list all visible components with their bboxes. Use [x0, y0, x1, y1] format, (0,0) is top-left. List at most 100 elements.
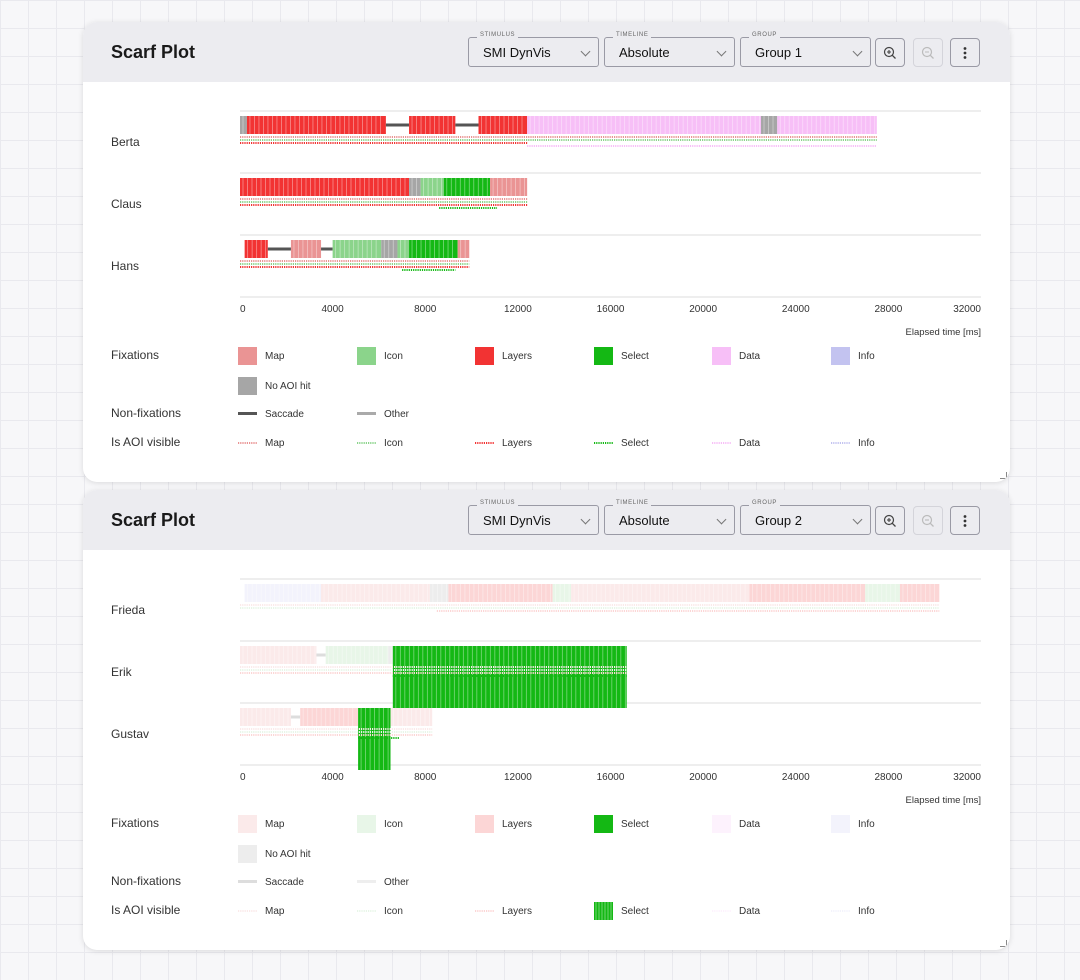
- legend-item-label: Select: [621, 438, 649, 449]
- resize-handle-icon[interactable]: [1000, 472, 1007, 479]
- segment-texture: [779, 116, 876, 134]
- group-select[interactable]: GROUP Group 1: [740, 32, 871, 67]
- segment-icon: [325, 646, 389, 664]
- segment-select: [443, 178, 491, 196]
- segment-texture: [383, 240, 394, 258]
- segment-layers: [409, 116, 456, 134]
- group-select-caption: GROUP: [749, 500, 781, 506]
- x-tick-label: 8000: [414, 304, 437, 315]
- x-axis-label: Elapsed time [ms]: [906, 327, 982, 338]
- scarf-chart: Berta Claus Hans 0 4000 8000 12000 16000 20000 24…: [111, 110, 982, 449]
- segment-texture: [335, 240, 377, 258]
- panel-title: Scarf Plot: [111, 42, 196, 62]
- legend-item-label: Info: [858, 438, 875, 449]
- segment-layers: [478, 116, 528, 134]
- segment-texture: [492, 178, 525, 196]
- zoom-out-button[interactable]: [913, 38, 943, 67]
- segment-icon: [332, 240, 382, 258]
- legend-visibility-label: Is AOI visible: [111, 435, 181, 449]
- segment-info: [244, 584, 322, 602]
- participant-label: Frieda: [111, 603, 145, 617]
- legend-nonfixations-label: Non-fixations: [111, 406, 181, 420]
- legend-item-label: Layers: [502, 438, 532, 449]
- panel-header: Scarf Plot STIMULUS SMI DynVis TIMELINE …: [83, 490, 1010, 550]
- segment-data: [527, 116, 762, 134]
- segment-texture: [460, 240, 466, 258]
- timeline-select-value: Absolute: [619, 513, 670, 528]
- segment-texture: [249, 116, 381, 134]
- legend-item-label: Layers: [502, 351, 532, 362]
- segment-no-aoi-hit: [388, 646, 393, 664]
- segment-map: [240, 708, 291, 726]
- segment-texture: [302, 708, 354, 726]
- segment-icon: [865, 584, 900, 602]
- legend-item-label: Info: [858, 906, 875, 917]
- segment-map: [571, 584, 750, 602]
- segment-texture: [481, 116, 523, 134]
- segment-map: [390, 708, 433, 726]
- legend-swatch: [594, 815, 613, 833]
- scarf-plot-panel: Scarf Plot STIMULUS SMI DynVis TIMELINE …: [83, 490, 1010, 950]
- segment-texture: [411, 178, 417, 196]
- more-menu-button[interactable]: [950, 506, 980, 535]
- stimulus-select-value: SMI DynVis: [483, 513, 551, 528]
- timeline-select[interactable]: TIMELINE Absolute: [604, 500, 735, 535]
- segment-layers: [246, 116, 386, 134]
- legend-item-label: Info: [858, 351, 875, 362]
- segment-map: [490, 178, 528, 196]
- x-tick-label: 16000: [597, 304, 625, 315]
- legend-swatch: [712, 347, 731, 365]
- zoom-in-button[interactable]: [875, 506, 905, 535]
- group-select-value: Group 1: [755, 45, 802, 60]
- legend-item-label: Data: [739, 906, 761, 917]
- x-tick-label: 20000: [689, 304, 717, 315]
- x-tick-label: 12000: [504, 772, 532, 783]
- segment-texture: [555, 584, 570, 602]
- segment-texture: [411, 116, 453, 134]
- legend-item-label: No AOI hit: [265, 381, 311, 392]
- x-tick-label: 24000: [782, 772, 810, 783]
- segment-texture: [393, 708, 430, 726]
- legend-item-label: No AOI hit: [265, 849, 311, 860]
- scarf-chart: Frieda Erik Gustav 0 4000 8000 12000 16000 20000…: [111, 578, 981, 920]
- legend-swatch: [712, 815, 731, 833]
- segment-texture: [242, 708, 289, 726]
- timeline-select-caption: TIMELINE: [613, 32, 652, 38]
- segment-map: [240, 646, 317, 664]
- zoom-out-button[interactable]: [913, 506, 943, 535]
- segment-layers: [448, 584, 553, 602]
- segment-icon: [552, 584, 572, 602]
- legend-line: [238, 880, 257, 883]
- segment-no-aoi-hit: [381, 240, 398, 258]
- segment-texture: [451, 584, 551, 602]
- resize-handle-icon[interactable]: [1000, 940, 1007, 947]
- legend-line: [357, 412, 376, 415]
- legend-item-label: Icon: [384, 906, 403, 917]
- more-menu-button[interactable]: [950, 38, 980, 67]
- zoom-in-button[interactable]: [875, 38, 905, 67]
- stimulus-select[interactable]: STIMULUS SMI DynVis: [468, 500, 599, 535]
- segment-layers: [749, 584, 866, 602]
- chevron-down-icon: [852, 46, 863, 57]
- segment-texture: [573, 584, 746, 602]
- legend-swatch: [475, 815, 494, 833]
- segment-no-aoi-hit: [761, 116, 778, 134]
- x-tick-label: 8000: [414, 772, 437, 783]
- stimulus-select[interactable]: STIMULUS SMI DynVis: [468, 32, 599, 67]
- legend-item-label: Icon: [384, 819, 403, 830]
- timeline-select[interactable]: TIMELINE Absolute: [604, 32, 735, 67]
- legend-item-label: Select: [621, 351, 649, 362]
- x-tick-label: 12000: [504, 304, 532, 315]
- legend-line: [238, 412, 257, 415]
- timeline-select-value: Absolute: [619, 45, 670, 60]
- legend-swatch: [594, 902, 613, 920]
- segment-texture: [400, 240, 406, 258]
- group-select[interactable]: GROUP Group 2: [740, 500, 871, 535]
- x-tick-label: 20000: [689, 772, 717, 783]
- participant-label: Gustav: [111, 727, 149, 741]
- segment-texture: [423, 178, 443, 196]
- segment-texture: [247, 240, 267, 258]
- legend-item-label: Data: [739, 819, 761, 830]
- legend-item-label: Saccade: [265, 409, 304, 420]
- legend-item-label: Data: [739, 438, 761, 449]
